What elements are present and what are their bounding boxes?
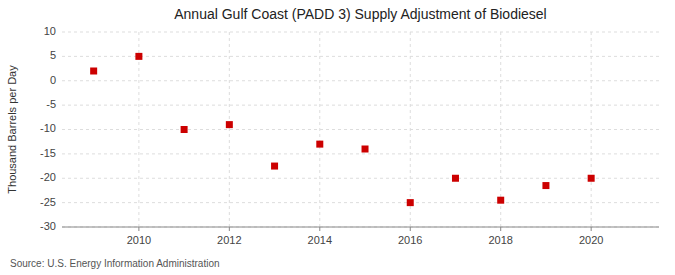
y-axis-label: Thousand Barrels per Day bbox=[6, 65, 18, 194]
x-tick bbox=[500, 227, 501, 231]
points bbox=[90, 53, 595, 206]
point bbox=[497, 197, 504, 204]
y-tick-label: -20 bbox=[40, 171, 56, 183]
y-grid-line bbox=[62, 153, 659, 154]
point bbox=[588, 175, 595, 182]
x-tick-label: 2020 bbox=[579, 234, 603, 246]
point bbox=[316, 141, 323, 148]
x-tick bbox=[410, 227, 411, 231]
y-grid-line bbox=[62, 80, 659, 81]
point bbox=[181, 126, 188, 133]
x-tick bbox=[319, 227, 320, 231]
point bbox=[407, 199, 414, 206]
y-tick-label: -5 bbox=[46, 98, 56, 110]
x-tick bbox=[138, 227, 139, 231]
y-tick-label: -30 bbox=[40, 220, 56, 232]
y-tick-label: 10 bbox=[44, 25, 56, 37]
x-grid-line bbox=[319, 32, 320, 227]
y-grid-line bbox=[62, 129, 659, 130]
y-grid-line bbox=[62, 202, 659, 203]
y-grid-line bbox=[62, 227, 659, 228]
chart-container: -30 -25 -20 -15 -10 -5 0 5 10 2010 2012 2014 2016 201… bbox=[0, 0, 675, 275]
y-grid-line bbox=[62, 178, 659, 179]
x-grid-line bbox=[138, 32, 139, 227]
plot-area bbox=[62, 32, 659, 227]
y-tick-label: 5 bbox=[50, 49, 56, 61]
x-axis-line bbox=[62, 227, 659, 228]
point bbox=[452, 175, 459, 182]
x-tick-label: 2014 bbox=[308, 234, 332, 246]
title: Annual Gulf Coast (PADD 3) Supply Adjust… bbox=[174, 6, 546, 22]
y-tick-label: -15 bbox=[40, 147, 56, 159]
x-grid-line bbox=[591, 32, 592, 227]
y-tick-label: -25 bbox=[40, 196, 56, 208]
source-note: Source: U.S. Energy Information Administ… bbox=[10, 258, 220, 269]
point bbox=[542, 182, 549, 189]
point bbox=[90, 68, 97, 75]
x-tick-label: 2012 bbox=[217, 234, 241, 246]
x-tick-label: 2016 bbox=[398, 234, 422, 246]
point bbox=[362, 146, 369, 153]
point bbox=[271, 163, 278, 170]
x-grid-line bbox=[229, 32, 230, 227]
point bbox=[135, 53, 142, 60]
y-grid-line bbox=[62, 56, 659, 57]
x-tick-label: 2018 bbox=[488, 234, 512, 246]
x-tick bbox=[591, 227, 592, 231]
y-tick-label: -10 bbox=[40, 122, 56, 134]
x-tick-label: 2010 bbox=[127, 234, 151, 246]
grid bbox=[62, 32, 659, 227]
x-tick bbox=[229, 227, 230, 231]
chart: -30 -25 -20 -15 -10 -5 0 5 10 2010 2012 2014 2016 201… bbox=[0, 0, 675, 275]
y-grid-line bbox=[62, 32, 659, 33]
point bbox=[226, 121, 233, 128]
y-tick-label: 0 bbox=[50, 74, 56, 86]
x-grid-line bbox=[410, 32, 411, 227]
y-grid-line bbox=[62, 105, 659, 106]
